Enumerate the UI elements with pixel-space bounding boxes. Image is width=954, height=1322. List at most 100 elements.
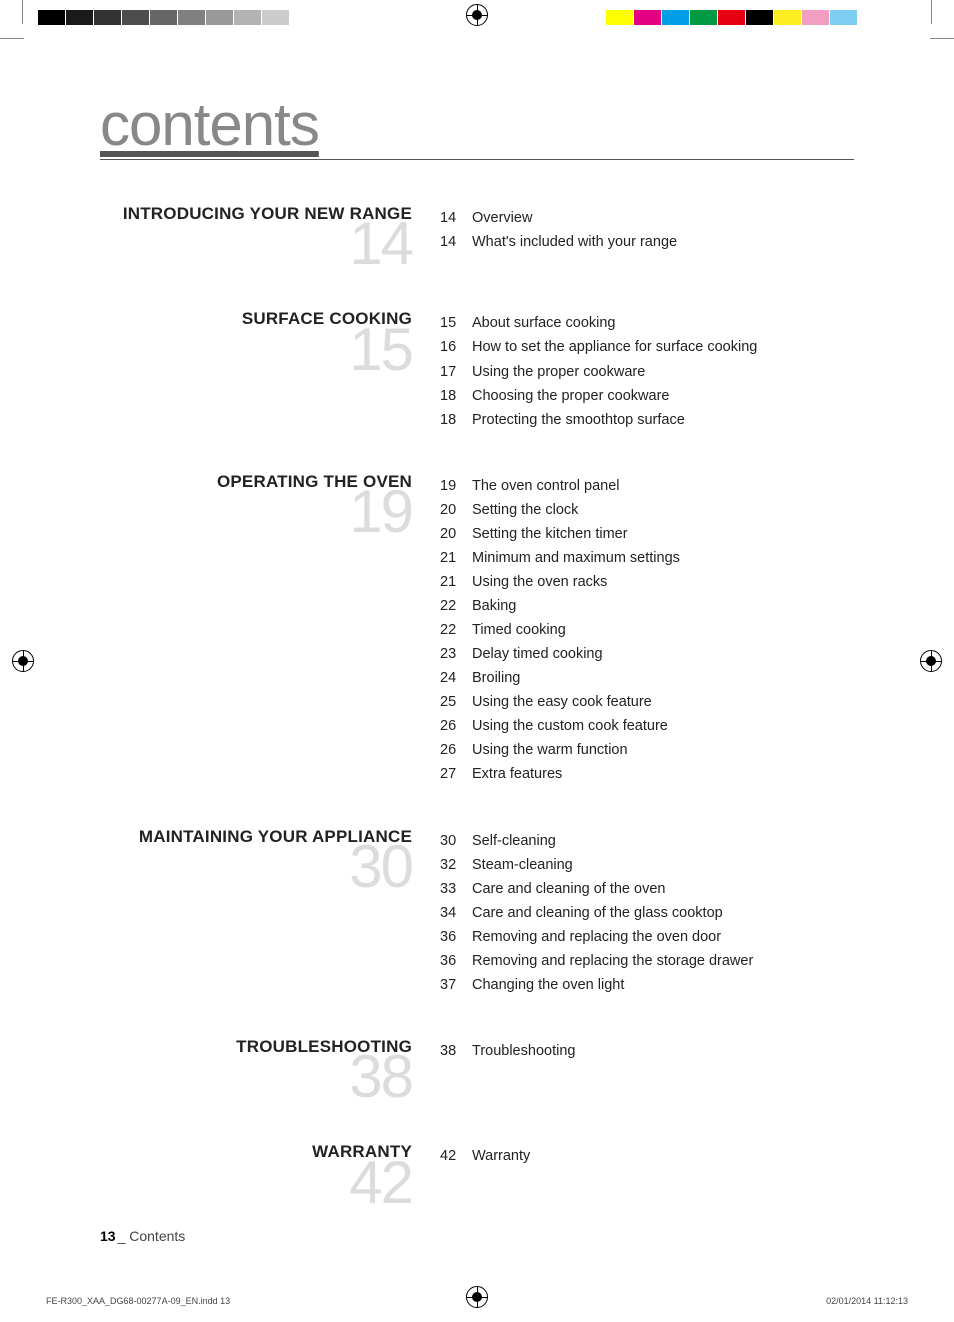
toc-row: 34Care and cleaning of the glass cooktop <box>440 901 854 925</box>
toc-page-number: 23 <box>440 642 472 666</box>
toc-label: Overview <box>472 206 854 230</box>
toc-section: INTRODUCING YOUR NEW RANGE1414Overview14… <box>100 204 854 269</box>
toc-section: OPERATING THE OVEN1919The oven control p… <box>100 472 854 787</box>
toc-label: Troubleshooting <box>472 1039 854 1063</box>
toc-page-number: 21 <box>440 570 472 594</box>
toc-label: Removing and replacing the storage drawe… <box>472 949 854 973</box>
color-strip <box>606 10 886 25</box>
toc-label: Care and cleaning of the glass cooktop <box>472 901 854 925</box>
section-items: 42Warranty <box>440 1142 854 1207</box>
slug-date: 02/01/2014 11:12:13 <box>826 1296 908 1306</box>
toc-label: Self-cleaning <box>472 829 854 853</box>
toc-section: TROUBLESHOOTING3838Troubleshooting <box>100 1037 854 1102</box>
toc-label: Using the custom cook feature <box>472 714 854 738</box>
toc-section: MAINTAINING YOUR APPLIANCE3030Self-clean… <box>100 827 854 997</box>
toc-page-number: 42 <box>440 1144 472 1168</box>
toc-row: 30Self-cleaning <box>440 829 854 853</box>
section-start-page: 38 <box>100 1051 412 1102</box>
toc-sections: INTRODUCING YOUR NEW RANGE1414Overview14… <box>100 204 854 1208</box>
toc-row: 16How to set the appliance for surface c… <box>440 335 854 359</box>
toc-row: 22Timed cooking <box>440 618 854 642</box>
toc-row: 18Protecting the smoothtop surface <box>440 408 854 432</box>
section-start-page: 14 <box>100 218 412 269</box>
toc-page-number: 26 <box>440 738 472 762</box>
page-body: contents INTRODUCING YOUR NEW RANGE1414O… <box>40 60 914 1262</box>
toc-label: What's included with your range <box>472 230 854 254</box>
toc-row: 33Care and cleaning of the oven <box>440 877 854 901</box>
toc-label: The oven control panel <box>472 474 854 498</box>
toc-row: 20Setting the clock <box>440 498 854 522</box>
toc-label: Delay timed cooking <box>472 642 854 666</box>
toc-page-number: 21 <box>440 546 472 570</box>
toc-page-number: 24 <box>440 666 472 690</box>
toc-page-number: 20 <box>440 522 472 546</box>
toc-row: 32Steam-cleaning <box>440 853 854 877</box>
toc-row: 36Removing and replacing the oven door <box>440 925 854 949</box>
toc-page-number: 37 <box>440 973 472 997</box>
section-heading: SURFACE COOKING15 <box>100 309 440 431</box>
toc-label: Steam-cleaning <box>472 853 854 877</box>
section-start-page: 15 <box>100 324 412 375</box>
toc-label: Minimum and maximum settings <box>472 546 854 570</box>
toc-row: 21Using the oven racks <box>440 570 854 594</box>
toc-page-number: 22 <box>440 594 472 618</box>
crop-mark <box>931 0 932 24</box>
section-items: 30Self-cleaning32Steam-cleaning33Care an… <box>440 827 854 997</box>
toc-page-number: 38 <box>440 1039 472 1063</box>
toc-label: Changing the oven light <box>472 973 854 997</box>
toc-row: 22Baking <box>440 594 854 618</box>
registration-mark-left-icon <box>12 650 34 672</box>
section-heading: OPERATING THE OVEN19 <box>100 472 440 787</box>
toc-row: 37Changing the oven light <box>440 973 854 997</box>
toc-row: 18Choosing the proper cookware <box>440 384 854 408</box>
toc-page-number: 32 <box>440 853 472 877</box>
toc-page-number: 14 <box>440 206 472 230</box>
toc-page-number: 36 <box>440 949 472 973</box>
toc-page-number: 27 <box>440 762 472 786</box>
toc-label: Care and cleaning of the oven <box>472 877 854 901</box>
toc-label: Using the oven racks <box>472 570 854 594</box>
section-start-page: 30 <box>100 841 412 892</box>
toc-row: 26Using the warm function <box>440 738 854 762</box>
toc-label: Using the proper cookware <box>472 360 854 384</box>
toc-label: Broiling <box>472 666 854 690</box>
section-heading: INTRODUCING YOUR NEW RANGE14 <box>100 204 440 269</box>
toc-row: 38Troubleshooting <box>440 1039 854 1063</box>
toc-row: 14What's included with your range <box>440 230 854 254</box>
toc-label: Using the warm function <box>472 738 854 762</box>
toc-row: 36Removing and replacing the storage dra… <box>440 949 854 973</box>
toc-row: 20Setting the kitchen timer <box>440 522 854 546</box>
toc-label: Removing and replacing the oven door <box>472 925 854 949</box>
section-heading: MAINTAINING YOUR APPLIANCE30 <box>100 827 440 997</box>
toc-page-number: 33 <box>440 877 472 901</box>
toc-page-number: 30 <box>440 829 472 853</box>
section-items: 14Overview14What's included with your ra… <box>440 204 854 269</box>
toc-row: 24Broiling <box>440 666 854 690</box>
toc-page-number: 26 <box>440 714 472 738</box>
slug-file: FE-R300_XAA_DG68-00277A-09_EN.indd 13 <box>46 1296 230 1306</box>
section-heading: TROUBLESHOOTING38 <box>100 1037 440 1102</box>
toc-label: About surface cooking <box>472 311 854 335</box>
crop-mark <box>930 38 954 39</box>
section-start-page: 42 <box>100 1157 412 1208</box>
toc-page-number: 18 <box>440 384 472 408</box>
toc-section: SURFACE COOKING1515About surface cooking… <box>100 309 854 431</box>
toc-row: 15About surface cooking <box>440 311 854 335</box>
toc-page-number: 25 <box>440 690 472 714</box>
section-items: 38Troubleshooting <box>440 1037 854 1102</box>
toc-label: Extra features <box>472 762 854 786</box>
section-start-page: 19 <box>100 486 412 537</box>
crop-mark <box>22 0 23 24</box>
crop-mark <box>0 38 24 39</box>
toc-page-number: 34 <box>440 901 472 925</box>
section-items: 15About surface cooking16How to set the … <box>440 309 854 431</box>
toc-label: Setting the kitchen timer <box>472 522 854 546</box>
toc-row: 19The oven control panel <box>440 474 854 498</box>
toc-label: How to set the appliance for surface coo… <box>472 335 854 359</box>
toc-row: 26Using the custom cook feature <box>440 714 854 738</box>
toc-page-number: 18 <box>440 408 472 432</box>
section-heading: WARRANTY42 <box>100 1142 440 1207</box>
toc-label: Choosing the proper cookware <box>472 384 854 408</box>
toc-label: Protecting the smoothtop surface <box>472 408 854 432</box>
toc-page-number: 15 <box>440 311 472 335</box>
